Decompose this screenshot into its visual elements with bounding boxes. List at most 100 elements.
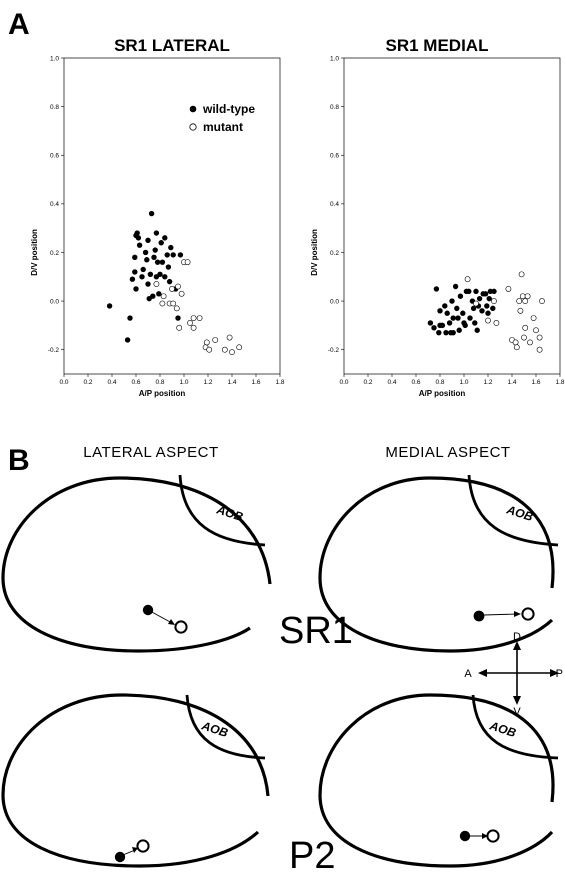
mutant-point [160, 293, 167, 300]
y-tick-label: 0.4 [330, 201, 339, 208]
bulb-outline [318, 476, 555, 653]
x-tick-label: 1.2 [483, 379, 492, 386]
mutant-point [229, 349, 235, 356]
shift-arrow [122, 849, 136, 856]
wild-type-point [154, 259, 161, 265]
mutant-point [190, 324, 197, 331]
mutant-point [522, 324, 529, 331]
wild-type-point [151, 254, 157, 261]
wild-type-point [158, 240, 164, 246]
wild-type-point [467, 315, 473, 321]
shift-arrowhead [514, 611, 521, 617]
wild-type-point [462, 322, 468, 329]
y-tick-label: 0.2 [50, 250, 59, 257]
mutant-point [518, 271, 525, 278]
wild-type-point [452, 283, 459, 290]
compass-ventral-label: V [513, 706, 521, 718]
wild-type-point [132, 254, 138, 261]
shift-arrow [149, 610, 173, 624]
arrow-posterior-icon [550, 669, 559, 677]
mutant-point [521, 334, 527, 341]
wild-type-point [129, 276, 136, 282]
mutant-glomerulus [486, 829, 500, 843]
x-tick-label: 1.8 [555, 379, 564, 386]
x-tick-label: 1.4 [507, 379, 516, 386]
x-tick-label: 1.6 [251, 379, 260, 386]
wild-type-glomerulus [114, 851, 126, 863]
bulb-outline [318, 693, 555, 868]
x-tick-label: 1.8 [275, 379, 284, 386]
mutant-glomerulus [136, 839, 150, 853]
wild-type-point [431, 325, 437, 331]
mutant-point [533, 327, 539, 334]
y-tick-label: 0.8 [50, 104, 59, 111]
wild-type-point [456, 327, 462, 333]
x-tick-label: 0.4 [107, 379, 116, 386]
mutant-point [221, 346, 228, 353]
wild-type-point [145, 237, 151, 244]
mutant-point [173, 305, 180, 312]
x-tick-label: 1.0 [179, 379, 188, 386]
mutant-point [175, 283, 181, 290]
y-tick-label: 0.0 [50, 298, 59, 305]
wild-type-point [165, 264, 172, 270]
x-tick-label: 0.2 [363, 379, 372, 386]
x-tick-label: 0.0 [59, 379, 68, 386]
wild-type-point [436, 329, 442, 336]
x-axis-label: A/P position [139, 389, 186, 398]
legend-mutant-label: mutant [203, 120, 243, 134]
x-tick-label: 0.8 [435, 379, 444, 386]
mutant-point [153, 281, 160, 287]
mutant-point [536, 334, 543, 341]
y-tick-label: 0.8 [330, 104, 339, 111]
mutant-point [512, 339, 519, 346]
wild-type-point [474, 327, 480, 333]
wild-type-point [450, 315, 456, 321]
wild-type-point [147, 271, 154, 278]
wild-type-point [449, 298, 455, 304]
mutant-point [522, 298, 529, 304]
bulb-outline [1, 476, 272, 653]
wild-type-point [427, 320, 434, 326]
mutant-point [536, 346, 543, 353]
mutant-point [226, 334, 233, 341]
wild-type-point [479, 308, 485, 314]
y-axis-label: D/V position [310, 229, 319, 276]
wild-type-point [454, 305, 460, 312]
mutant-point [203, 339, 210, 346]
wild-type-point [484, 303, 490, 309]
y-tick-label: 0.4 [50, 201, 59, 208]
wild-type-point [139, 274, 145, 280]
mutant-point [464, 276, 471, 283]
mutant-point [176, 324, 183, 331]
wild-type-point [164, 252, 170, 258]
y-tick-label: 0.6 [50, 153, 59, 160]
legend-wild-type-label: wild-type [202, 102, 255, 116]
wild-type-point [140, 266, 146, 273]
wild-type-point [490, 305, 496, 312]
wild-type-point [170, 252, 176, 258]
x-tick-label: 0.6 [411, 379, 420, 386]
x-tick-label: 0.6 [131, 379, 140, 386]
aob-boundary [178, 474, 266, 547]
compass-posterior-label: P [556, 668, 563, 680]
wild-type-point [455, 315, 461, 321]
x-axis-label: A/P position [419, 389, 466, 398]
wild-type-point [153, 230, 160, 236]
wild-type-point [166, 278, 173, 285]
arrow-anterior-icon [478, 669, 487, 677]
wild-type-point [159, 259, 166, 265]
wild-type-point [148, 210, 155, 217]
legend-mutant-marker [189, 123, 197, 131]
wild-type-point [168, 244, 174, 251]
wild-type-point [446, 320, 453, 326]
wild-type-point [472, 320, 478, 326]
shift-arrowhead [168, 619, 175, 625]
wild-type-point [133, 286, 139, 292]
x-tick-label: 1.0 [459, 379, 468, 386]
wild-type-point [476, 295, 483, 302]
wild-type-point [460, 310, 466, 316]
panel-a-letter: A [8, 8, 30, 41]
wild-type-point [175, 315, 181, 321]
wild-type-point [486, 295, 492, 302]
